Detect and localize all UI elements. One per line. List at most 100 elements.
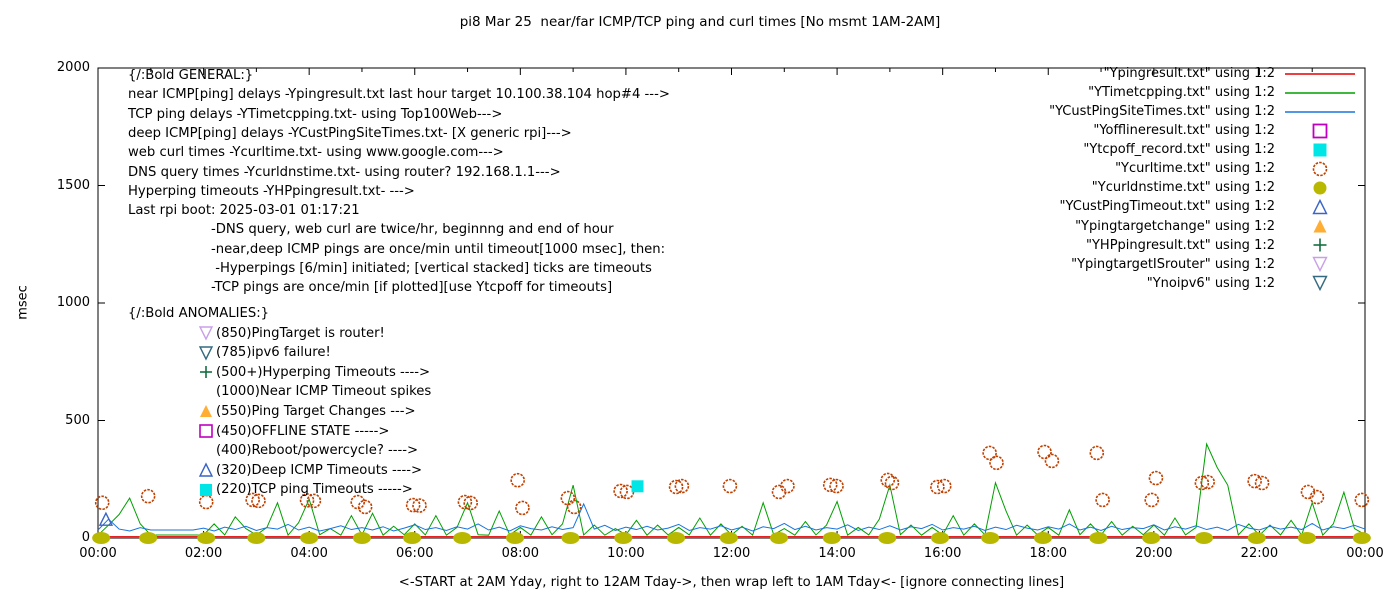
y-tick-label: 500: [65, 412, 90, 428]
legend-label: "YCustPingSiteTimes.txt" using 1:2: [1049, 104, 1275, 120]
general-line: Last rpi boot: 2025-03-01 01:17:21: [128, 203, 360, 219]
plus-icon: [198, 364, 214, 380]
legend-label: "YTimetcpping.txt" using 1:2: [1088, 85, 1275, 101]
legend-row: "Ytcpoff_record.txt" using 1:2: [965, 140, 1365, 159]
general-line: web curl times -Ycurltime.txt- using www…: [128, 145, 504, 161]
marker-blob: [981, 532, 1000, 544]
marker-blob: [667, 532, 686, 544]
x-tick-label: 10:00: [607, 546, 645, 561]
legend-row: "Ypingresult.txt" using 1:2: [965, 64, 1365, 83]
x-tick-label: 12:00: [712, 546, 751, 561]
general-line: TCP ping delays -YTimetcpping.txt- using…: [128, 106, 503, 122]
triangle-down-open-icon: [1275, 274, 1365, 292]
series-YCustPingSiteTimes.txt: [97, 502, 1366, 532]
marker-circle-open: [1044, 453, 1060, 469]
marker-blob: [770, 532, 789, 544]
marker-circle-open: [251, 493, 266, 509]
anomaly-row: (785)ipv6 failure!: [198, 345, 331, 361]
x-tick-label: 00:00: [79, 546, 117, 561]
marker-blob: [1247, 532, 1266, 544]
anomaly-row: (550)Ping Target Changes --->: [198, 403, 416, 419]
marker-blob: [719, 532, 738, 544]
marker-circle-open: [829, 478, 844, 494]
x-axis-label: <-START at 2AM Yday, right to 12AM Tday-…: [398, 575, 1065, 590]
anomaly-label: (500+)Hyperping Timeouts ---->: [216, 364, 431, 380]
marker-blob: [1194, 532, 1213, 544]
marker-circle-open: [463, 495, 479, 511]
triangle-down-open-icon: [198, 345, 214, 361]
chart-title: pi8 Mar 25 near/far ICMP/TCP ping and cu…: [459, 14, 941, 30]
marker-circle-open: [613, 483, 628, 499]
marker-blob: [506, 532, 525, 544]
legend-row: "Yofflineresult.txt" using 1:2: [965, 121, 1365, 140]
marker-blob: [878, 532, 897, 544]
line-icon: [1275, 84, 1365, 102]
legend-row: "YCustPingTimeout.txt" using 1:2: [965, 197, 1365, 216]
marker-circle-open: [1148, 470, 1164, 486]
y-tick-label: 1000: [56, 295, 90, 310]
marker-circle-open: [412, 498, 427, 513]
marker-circle-open: [722, 478, 738, 494]
marker-circle-open: [1254, 475, 1270, 491]
line-icon: [1275, 65, 1365, 83]
triangle-down-open-icon: [1275, 255, 1365, 273]
no-icon: [198, 384, 214, 400]
general-indent-line: -TCP pings are once/min [if plotted][use…: [211, 280, 613, 296]
anomaly-row: (320)Deep ICMP Timeouts ---->: [198, 462, 422, 478]
triangle-up-filled-icon: [1275, 217, 1365, 235]
x-tick-label: 16:00: [923, 546, 962, 561]
y-tick-label: 0: [81, 530, 90, 545]
square-open-icon: [1275, 122, 1365, 140]
y-tick-label: 2000: [56, 60, 90, 75]
general-line: DNS query times -Ycurldnstime.txt- using…: [128, 164, 561, 180]
x-tick-label: 18:00: [1029, 546, 1067, 561]
legend-row: "Ypingtargetchange" using 1:2: [965, 217, 1365, 236]
marker-circle-open: [1089, 445, 1105, 461]
marker-circle-open: [936, 478, 952, 494]
legend-label: "Ycurldnstime.txt" using 1:2: [1091, 180, 1275, 196]
anomalies-header: {/:Bold ANOMALIES:}: [128, 306, 270, 321]
marker-circle-open: [357, 499, 373, 515]
marker-circle-open: [1037, 444, 1052, 460]
anomaly-row: (850)PingTarget is router!: [198, 325, 385, 341]
legend-row: "YHPpingresult.txt" using 1:2: [965, 236, 1365, 255]
marker-circle-open: [674, 478, 690, 494]
marker-circle-open: [989, 455, 1004, 471]
marker-blob: [403, 532, 422, 544]
marker-circle-open: [299, 493, 315, 508]
x-tick-label: 20:00: [1135, 546, 1173, 561]
marker-circle-open: [1194, 475, 1210, 491]
marker-blob: [1352, 532, 1371, 544]
marker-circle-open: [1144, 492, 1160, 508]
legend-label: "Ynoipv6" using 1:2: [1146, 275, 1275, 291]
circle-open-icon: [1275, 160, 1365, 178]
marker-blob: [92, 532, 111, 544]
marker-circle-open: [306, 493, 322, 509]
marker-circle-open: [1095, 492, 1110, 508]
x-tick-label: 04:00: [290, 546, 328, 561]
x-tick-label: 00:00: [1346, 546, 1384, 561]
no-icon: [198, 443, 214, 459]
general-indent-line: -Hyperpings [6/min] initiated; [vertical…: [211, 261, 652, 276]
marker-circle-open: [668, 479, 684, 495]
marker-circle-open: [1300, 484, 1316, 500]
marker-circle-open: [140, 488, 156, 504]
plus-icon: [1275, 236, 1365, 254]
legend-label: "YHPpingresult.txt" using 1:2: [1086, 237, 1275, 253]
legend-row: "Ycurltime.txt" using 1:2: [965, 159, 1365, 178]
triangle-up-filled-icon: [198, 403, 214, 419]
anomaly-label: (785)ipv6 failure!: [216, 345, 331, 361]
x-tick-label: 06:00: [396, 546, 434, 561]
x-tick-label: 08:00: [501, 546, 540, 561]
square-open-icon: [198, 423, 214, 439]
marker-circle-open: [94, 495, 110, 511]
marker-blob: [247, 532, 266, 544]
marker-blob: [614, 532, 633, 544]
legend-row: "Ycurldnstime.txt" using 1:2: [965, 178, 1365, 197]
marker-blob: [1033, 532, 1052, 544]
legend-row: "YCustPingSiteTimes.txt" using 1:2: [965, 102, 1365, 121]
general-indent-line: -near,deep ICMP pings are once/min until…: [211, 241, 666, 257]
anomaly-label: (320)Deep ICMP Timeouts ---->: [216, 462, 423, 478]
legend-label: "Ycurltime.txt" using 1:2: [1115, 161, 1275, 177]
